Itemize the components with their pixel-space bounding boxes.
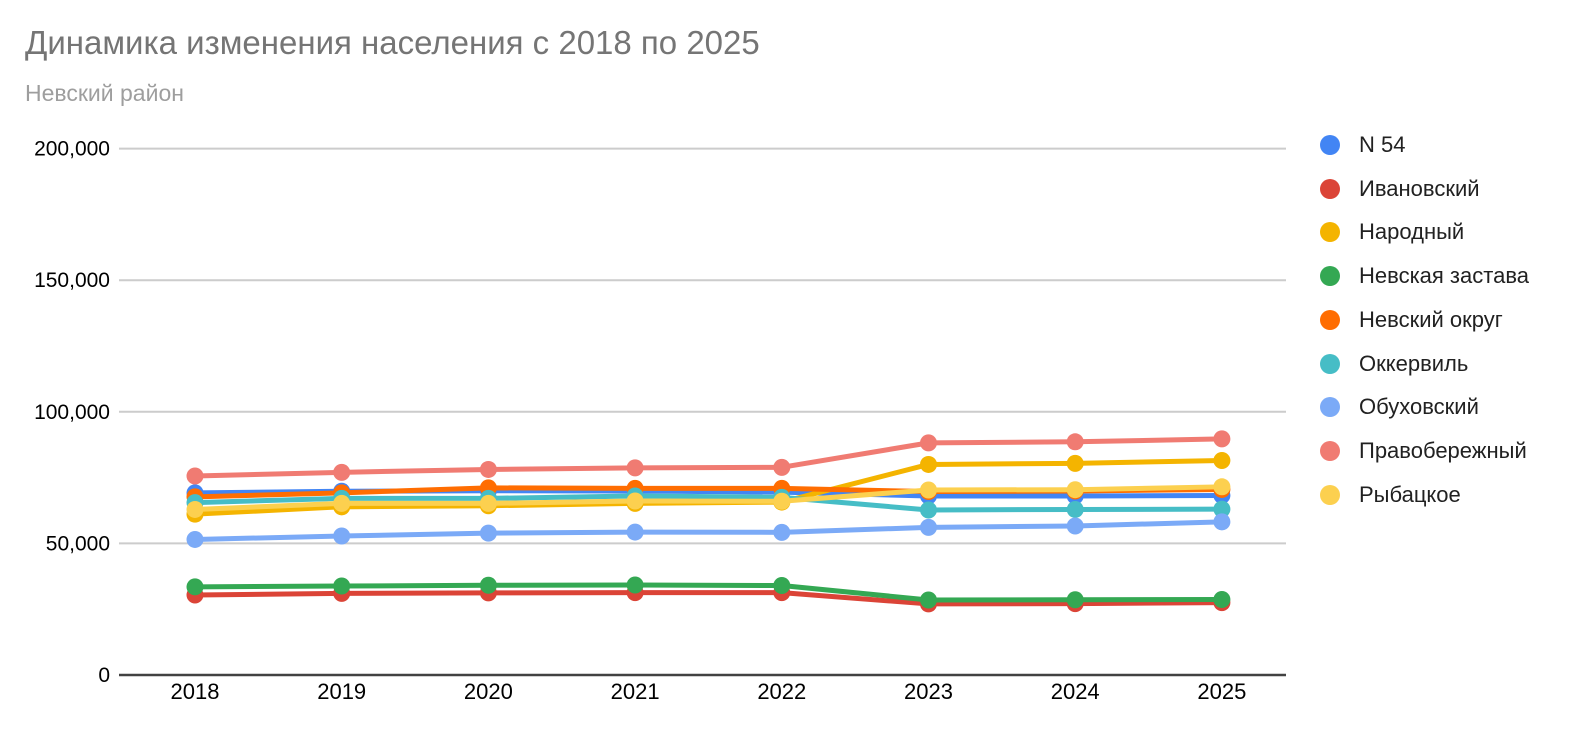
data-point: [773, 492, 791, 510]
data-point: [920, 518, 937, 536]
x-axis-tick-label: 2018: [171, 679, 220, 704]
data-point: [1213, 451, 1231, 469]
y-axis-tick-label: 100,000: [34, 401, 110, 424]
legend-label: Правобережный: [1359, 438, 1527, 464]
legend-swatch-icon: [1320, 134, 1340, 155]
series-line: [194, 590, 1222, 607]
legend-item: Рыбацкое: [1320, 473, 1529, 517]
data-point: [479, 494, 497, 512]
legend-label: N 54: [1359, 131, 1406, 157]
data-point: [1066, 454, 1084, 472]
data-point: [1213, 500, 1231, 518]
x-axis-tick-label: 2025: [1197, 679, 1246, 704]
legend-label: Обуховский: [1359, 394, 1479, 420]
y-axis-tick-label: 200,000: [34, 138, 110, 161]
legend-label: Оккервиль: [1359, 350, 1469, 376]
data-point: [626, 576, 644, 594]
data-point: [626, 459, 644, 477]
data-point: [1213, 478, 1231, 496]
x-axis-tick-label: 2021: [611, 679, 660, 704]
data-point: [1066, 481, 1084, 499]
legend-item: Невская застава: [1320, 254, 1529, 298]
data-point: [1066, 433, 1084, 451]
legend-label: Невский округ: [1359, 306, 1503, 332]
legend-item: Правобережный: [1320, 429, 1529, 473]
y-axis-tick-label: 0: [98, 664, 110, 687]
data-point: [920, 434, 937, 452]
legend-swatch-icon: [1320, 266, 1340, 287]
series-line: [194, 493, 1222, 513]
data-point: [333, 463, 351, 481]
data-point: [186, 530, 204, 548]
data-point: [1213, 430, 1231, 448]
legend-swatch-icon: [1320, 397, 1340, 418]
series-line: [194, 519, 1222, 542]
legend-item: N 54: [1320, 123, 1529, 167]
data-point: [920, 501, 937, 519]
x-axis-tick-label: 2022: [757, 679, 806, 704]
series-line: [194, 484, 1222, 512]
data-point: [773, 523, 791, 541]
legend-swatch-icon: [1320, 441, 1340, 462]
data-point: [186, 500, 204, 518]
legend-item: Народный: [1320, 211, 1529, 255]
y-axis-tick-label: 150,000: [34, 269, 110, 292]
data-point: [773, 577, 791, 595]
legend-item: Обуховский: [1320, 386, 1529, 430]
chart-title: Динамика изменения населения с 2018 по 2…: [25, 24, 760, 61]
data-point: [920, 481, 937, 499]
legend-swatch-icon: [1320, 309, 1340, 330]
legend-swatch-icon: [1320, 353, 1340, 374]
data-point: [626, 523, 644, 541]
legend-swatch-icon: [1320, 484, 1340, 505]
x-axis-tick-label: 2023: [904, 679, 953, 704]
data-point: [1066, 591, 1084, 609]
series-line: [194, 436, 1222, 479]
data-point: [333, 527, 351, 545]
data-point: [1066, 517, 1084, 535]
data-point: [1066, 500, 1084, 518]
legend-label: Ивановский: [1359, 175, 1480, 201]
legend-item: Оккервиль: [1320, 342, 1529, 386]
data-point: [1213, 590, 1231, 608]
data-point: [186, 467, 204, 485]
data-point: [333, 494, 351, 512]
y-axis-tick-label: 50,000: [46, 532, 110, 555]
legend-swatch-icon: [1320, 178, 1340, 199]
x-axis-tick-label: 2020: [464, 679, 513, 704]
legend-item: Ивановский: [1320, 167, 1529, 211]
data-point: [1213, 513, 1231, 531]
legend-swatch-icon: [1320, 222, 1340, 243]
data-point: [920, 455, 937, 473]
legend-item: Невский округ: [1320, 298, 1529, 342]
data-point: [479, 576, 497, 594]
data-point: [479, 524, 497, 542]
chart-legend: N 54 Ивановский Народный Невская застава Нев…: [1320, 123, 1529, 517]
x-axis-tick-label: 2024: [1051, 679, 1100, 704]
x-axis-tick-label: 2019: [317, 679, 366, 704]
data-point: [186, 578, 204, 596]
series-line: [194, 582, 1222, 603]
data-point: [773, 458, 791, 476]
data-point: [333, 577, 351, 595]
data-point: [479, 460, 497, 478]
legend-label: Народный: [1359, 219, 1465, 245]
legend-label: Невская застава: [1359, 263, 1529, 289]
data-point: [626, 492, 644, 510]
chart-subtitle: Невский район: [25, 80, 184, 106]
legend-label: Рыбацкое: [1359, 481, 1461, 507]
data-point: [920, 591, 937, 609]
